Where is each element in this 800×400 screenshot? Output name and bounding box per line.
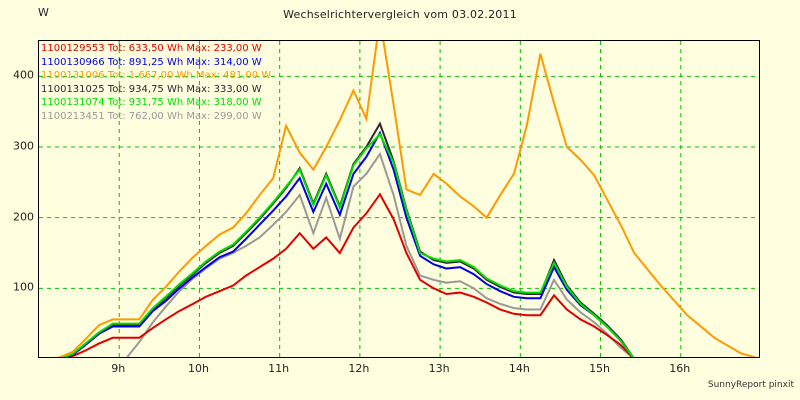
- y-axis-tick-label: 300: [13, 139, 34, 153]
- x-axis-tick-label: 14h: [508, 362, 530, 375]
- y-axis-tick-label: 100: [13, 280, 34, 294]
- x-axis-tick-label: 15h: [589, 362, 611, 375]
- series-line-1100131074: [61, 132, 635, 357]
- page-title: Wechselrichtervergleich vom 03.02.2011: [283, 8, 517, 21]
- plot-svg: [39, 41, 759, 357]
- y-axis-unit-label: W: [38, 6, 49, 19]
- plot-area: [38, 40, 760, 358]
- series-line-1100129553: [63, 192, 634, 357]
- x-axis-tick-label: 11h: [268, 362, 290, 375]
- series-line-1100131006: [53, 41, 758, 357]
- series-line-1100213451: [125, 151, 634, 357]
- y-axis-tick-label: 400: [13, 68, 34, 82]
- series-line-1100131025: [62, 121, 635, 357]
- x-axis-tick-label: 9h: [111, 362, 126, 375]
- x-axis-tick-label: 10h: [187, 362, 209, 375]
- y-axis-tick-label: 200: [13, 210, 34, 224]
- series-line-1100130966: [62, 130, 635, 357]
- credit-label: SunnyReport pinxit: [707, 380, 794, 390]
- x-axis-tick-label: 13h: [428, 362, 450, 375]
- x-axis-tick-label: 16h: [669, 362, 691, 375]
- x-axis-tick-label: 12h: [348, 362, 370, 375]
